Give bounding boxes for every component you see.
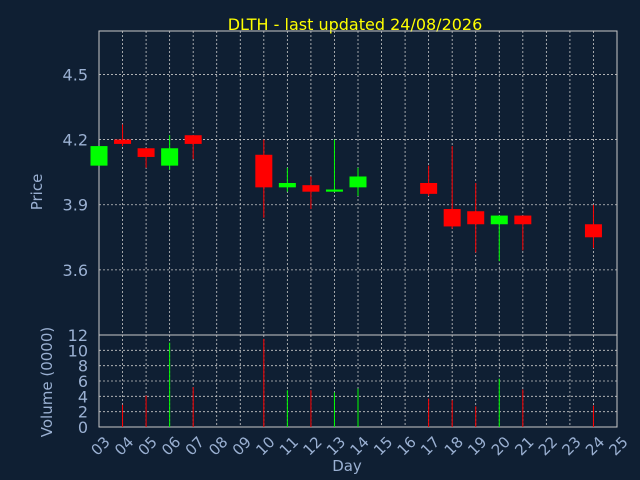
x-tick-label: 11: [276, 433, 302, 459]
x-tick-label: 24: [582, 433, 608, 459]
x-tick-label: 17: [417, 433, 443, 459]
x-tick-label: 09: [229, 433, 255, 459]
price-tick-label: 3.9: [63, 196, 88, 215]
candle-body: [114, 139, 132, 144]
candle-body: [278, 183, 296, 188]
price-axis-label: Price: [28, 174, 46, 211]
candle-body: [255, 154, 273, 188]
x-tick-label: 16: [394, 433, 420, 459]
volume-tick-label: 2: [78, 403, 88, 422]
volume-tick-label: 4: [78, 387, 88, 406]
x-tick-label: 13: [323, 433, 349, 459]
x-tick-label: 19: [464, 433, 490, 459]
volume-tick-label: 12: [68, 326, 88, 345]
volume-tick-label: 8: [78, 357, 88, 376]
candle-body: [349, 176, 367, 188]
x-tick-label: 14: [347, 433, 373, 459]
x-tick-label: 23: [558, 433, 584, 459]
volume-tick-label: 0: [78, 418, 88, 437]
x-tick-label: 12: [299, 433, 325, 459]
x-tick-label: 25: [606, 433, 632, 459]
chart-title: DLTH - last updated 24/08/2026: [228, 15, 483, 34]
candle-body: [184, 135, 202, 144]
candle-body: [161, 148, 179, 166]
volume-bars: [122, 338, 594, 427]
candle-body: [584, 224, 602, 238]
candle-body: [443, 209, 461, 227]
candle-body: [514, 215, 532, 225]
x-tick-label: 18: [441, 433, 467, 459]
candle-body: [302, 185, 320, 192]
volume-axis-label: Volume (0000): [38, 327, 56, 437]
x-tick-label: 22: [535, 433, 561, 459]
candle-body: [325, 189, 343, 192]
candle-body: [490, 215, 508, 225]
volume-tick-label: 6: [78, 372, 88, 391]
x-tick-label: 21: [511, 433, 537, 459]
volume-tick-label: 10: [68, 341, 88, 360]
candle-body: [467, 211, 485, 225]
x-tick-label: 03: [88, 433, 114, 459]
price-tick-label: 4.2: [63, 131, 88, 150]
candle-body: [137, 148, 155, 157]
x-tick-label: 15: [370, 433, 396, 459]
x-tick-label: 08: [205, 433, 231, 459]
price-candles: [90, 124, 602, 262]
candle-body: [90, 146, 108, 166]
x-tick-label: 05: [135, 433, 161, 459]
x-tick-label: 06: [158, 433, 184, 459]
x-tick-label: 07: [182, 433, 208, 459]
x-tick-label: 04: [111, 433, 137, 459]
price-tick-label: 3.6: [63, 261, 88, 280]
x-tick-label: 20: [488, 433, 514, 459]
candle-body: [420, 183, 438, 194]
x-axis-label: Day: [332, 457, 362, 475]
price-tick-label: 4.5: [63, 65, 88, 84]
x-tick-label: 10: [252, 433, 278, 459]
